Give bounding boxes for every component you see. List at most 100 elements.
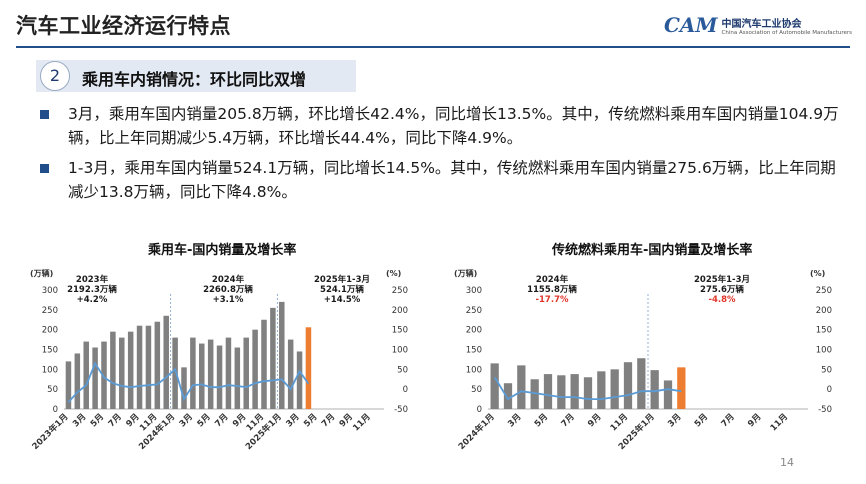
bar xyxy=(172,337,178,409)
x-tick-label: 2024年1月 xyxy=(456,411,497,452)
x-tick-label: 5月 xyxy=(89,412,106,429)
bar xyxy=(279,301,285,409)
logo-name-cn: 中国汽车工业协会 xyxy=(721,18,802,30)
x-tick-label: 5月 xyxy=(533,412,550,429)
x-tick-label: 9月 xyxy=(586,412,603,429)
annotation-growth: -17.7% xyxy=(535,295,568,305)
y-tick-label: 300 xyxy=(42,286,58,296)
y2-tick-label: 0 xyxy=(827,385,832,395)
y2-tick-label: 200 xyxy=(392,306,408,316)
y2-tick-label: 100 xyxy=(816,346,832,356)
y-tick-label: 250 xyxy=(42,306,58,316)
bar xyxy=(650,370,659,409)
bar xyxy=(127,331,134,409)
y-tick-label: 0 xyxy=(53,405,58,415)
bar xyxy=(270,307,276,409)
right-axis-unit: (%) xyxy=(810,269,825,278)
section-title: 乘用车内销情况：环比同比双增 xyxy=(82,70,307,89)
y-tick-label: 50 xyxy=(47,385,58,395)
annotation-year: 2023年 xyxy=(76,274,109,285)
left-axis-unit: (万辆) xyxy=(454,268,477,278)
y-tick-label: 0 xyxy=(477,405,482,415)
page-title: 汽车工业经济运行特点 xyxy=(16,14,231,38)
bar xyxy=(570,374,579,409)
x-tick-label: 2023年1月 xyxy=(30,411,71,452)
bar xyxy=(677,367,686,409)
x-tick-label: 7月 xyxy=(107,412,124,429)
traditional-fuel-chart: (万辆) (%) 0 50 100 150 200 250 300 -50 0 50 100 150 200… xyxy=(454,268,832,452)
bar xyxy=(190,337,196,409)
bar xyxy=(517,365,526,409)
bar xyxy=(181,367,187,409)
y2-tick-label: 250 xyxy=(816,286,832,296)
y2-tick-label: 250 xyxy=(392,286,408,296)
annotation-year: 2024年 xyxy=(536,274,569,285)
y-tick-label: 150 xyxy=(42,346,58,356)
y-tick-label: 100 xyxy=(42,365,58,375)
header-divider xyxy=(16,46,850,48)
x-tick-label: 9月 xyxy=(746,412,763,429)
bar xyxy=(530,379,539,409)
annotation-growth: +3.1% xyxy=(213,295,244,305)
bar xyxy=(207,339,214,409)
bullet-item: 1-3月，乘用车国内销量524.1万辆，同比增长14.5%。其中，传统燃料乘用车… xyxy=(38,156,848,204)
bullet-item: 3月，乘用车国内销量205.8万辆，环比增长42.4%，同比增长13.5%。其中… xyxy=(38,102,848,150)
bar xyxy=(92,347,98,409)
y-tick-label: 200 xyxy=(466,326,482,336)
bar xyxy=(261,319,267,409)
y-tick-label: 250 xyxy=(466,306,482,316)
x-tick-label: 11月 xyxy=(609,412,630,433)
bullet-text: 3月，乘用车国内销量205.8万辆，环比增长42.4%，同比增长13.5%。其中… xyxy=(68,105,839,147)
bar xyxy=(305,327,312,409)
bar xyxy=(110,331,116,409)
bar xyxy=(623,362,633,409)
square-bullet-icon xyxy=(40,110,49,119)
y-tick-label: 150 xyxy=(466,346,482,356)
y2-tick-label: 0 xyxy=(403,385,408,395)
y2-tick-label: 200 xyxy=(816,306,832,316)
x-tick-label: 3月 xyxy=(71,412,88,429)
bar xyxy=(503,383,513,409)
annotation-growth: -4.8% xyxy=(708,295,736,305)
bar xyxy=(610,369,619,409)
section-heading: 2 乘用车内销情况：环比同比双增 xyxy=(36,60,356,92)
x-tick-label: 3月 xyxy=(284,412,301,429)
annotation-value: 2260.8万辆 xyxy=(203,284,253,295)
bar xyxy=(583,377,593,409)
bar xyxy=(101,341,107,409)
x-tick-label: 7月 xyxy=(213,412,230,429)
y2-tick-label: -50 xyxy=(818,405,832,415)
x-tick-label: 11月 xyxy=(351,412,372,433)
y-tick-label: 300 xyxy=(466,286,482,296)
chart-title-traditional: 传统燃料乘用车-国内销量及增长率 xyxy=(552,243,753,258)
y-tick-label: 100 xyxy=(466,365,482,375)
y-tick-label: 200 xyxy=(42,326,58,336)
section-number: 2 xyxy=(40,61,70,91)
x-tick-label: 5月 xyxy=(196,412,213,429)
x-tick-label: 7月 xyxy=(320,412,337,429)
annotation-value: 1155.8万辆 xyxy=(527,284,577,295)
y2-tick-label: 150 xyxy=(816,326,832,336)
bar xyxy=(199,343,205,409)
annotation-year: 2025年1-3月 xyxy=(694,274,750,285)
annotation-value: 2192.3万辆 xyxy=(67,284,117,295)
growth-rate-line xyxy=(67,361,310,403)
bar xyxy=(243,337,249,409)
bar xyxy=(65,361,72,409)
bar xyxy=(557,375,566,409)
annotation-year: 2024年 xyxy=(212,274,245,285)
bar xyxy=(145,325,152,409)
bar xyxy=(216,345,223,409)
x-tick-label: 5月 xyxy=(693,412,710,429)
bar xyxy=(154,321,161,409)
bar xyxy=(119,337,125,409)
x-tick-label: 3月 xyxy=(506,412,523,429)
passenger-car-chart: (万辆) (%) 0 50 100 150 200 250 300 -50 0 50 100 150 200… xyxy=(30,268,408,452)
bar xyxy=(234,347,241,409)
x-tick-label: 3月 xyxy=(666,412,683,429)
square-bullet-icon xyxy=(40,164,49,173)
bar xyxy=(296,351,303,409)
bullet-text: 1-3月，乘用车国内销量524.1万辆，同比增长14.5%。其中，传统燃料乘用车… xyxy=(68,159,836,201)
left-axis-unit: (万辆) xyxy=(30,268,53,278)
x-tick-label: 7月 xyxy=(720,412,737,429)
